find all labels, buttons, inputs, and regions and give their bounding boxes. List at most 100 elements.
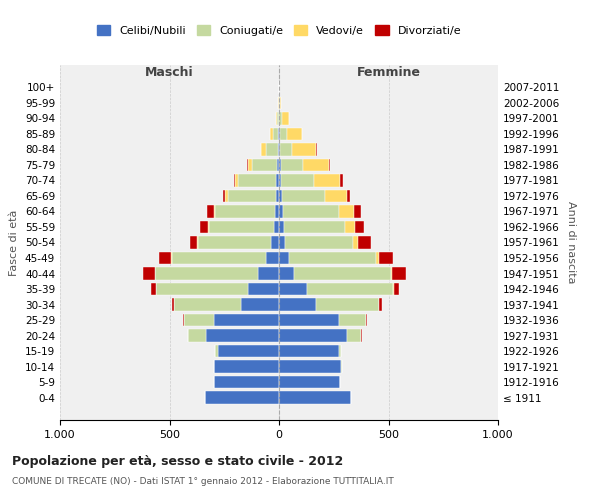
Bar [339,205,354,218]
Bar [339,314,365,326]
Bar [307,282,393,296]
Bar [271,236,279,249]
Bar [273,128,278,140]
Bar [214,314,279,326]
Legend: Celibi/Nubili, Coniugati/e, Vedovi/e, Divorziati/e: Celibi/Nubili, Coniugati/e, Vedovi/e, Di… [92,21,466,40]
Bar [353,236,358,249]
Bar [314,174,340,187]
Bar [279,205,283,218]
Bar [277,112,279,125]
Bar [289,252,376,264]
Bar [215,205,275,218]
Bar [247,158,248,172]
Bar [279,282,307,296]
Bar [316,143,317,156]
Bar [278,128,279,140]
Bar [233,174,235,187]
Bar [355,220,364,234]
Bar [279,96,280,110]
Bar [279,267,295,280]
Bar [284,220,345,234]
Bar [391,267,392,280]
Bar [277,174,279,187]
Bar [393,282,394,296]
Bar [223,190,226,202]
Bar [279,344,339,358]
Bar [235,174,238,187]
Bar [285,236,353,249]
Bar [262,143,266,156]
Bar [184,314,214,326]
Bar [182,314,184,326]
Bar [358,236,371,249]
Bar [345,220,355,234]
Bar [226,190,227,202]
Y-axis label: Anni di nascita: Anni di nascita [566,201,576,284]
Bar [208,220,209,234]
Bar [209,220,274,234]
Bar [248,282,279,296]
Bar [190,236,197,249]
Bar [316,298,379,311]
Bar [379,252,393,264]
Bar [276,112,277,125]
Bar [143,267,155,280]
Bar [266,252,279,264]
Bar [280,143,292,156]
Bar [279,128,280,140]
Bar [280,96,281,110]
Bar [172,252,266,264]
Bar [279,391,351,404]
Bar [157,282,248,296]
Bar [329,158,330,172]
Bar [302,158,329,172]
Bar [248,158,251,172]
Bar [280,112,282,125]
Bar [279,298,316,311]
Text: Maschi: Maschi [145,66,194,79]
Bar [275,205,279,218]
Bar [227,190,276,202]
Bar [172,298,174,311]
Bar [279,158,281,172]
Bar [279,314,339,326]
Bar [279,143,280,156]
Bar [238,174,277,187]
Bar [279,220,284,234]
Bar [325,190,347,202]
Bar [155,267,258,280]
Bar [366,314,367,326]
Bar [198,236,271,249]
Bar [206,329,279,342]
Y-axis label: Fasce di età: Fasce di età [10,210,19,276]
Bar [279,329,347,342]
Bar [279,236,285,249]
Bar [215,344,218,358]
Bar [287,128,302,140]
Bar [354,205,361,218]
Bar [394,282,399,296]
Bar [258,267,279,280]
Bar [197,236,198,249]
Bar [251,158,277,172]
Bar [214,205,215,218]
Bar [280,128,287,140]
Bar [292,143,316,156]
Bar [279,360,341,373]
Bar [282,112,289,125]
Bar [281,174,314,187]
Text: COMUNE DI TRECATE (NO) - Dati ISTAT 1° gennaio 2012 - Elaborazione TUTTITALIA.IT: COMUNE DI TRECATE (NO) - Dati ISTAT 1° g… [12,478,394,486]
Bar [347,329,361,342]
Bar [218,344,279,358]
Bar [376,252,379,264]
Bar [279,174,281,187]
Bar [214,360,279,373]
Bar [276,190,279,202]
Bar [214,376,279,388]
Bar [205,391,279,404]
Bar [188,329,206,342]
Bar [347,190,350,202]
Bar [279,376,340,388]
Text: Femmine: Femmine [356,66,421,79]
Bar [159,252,171,264]
